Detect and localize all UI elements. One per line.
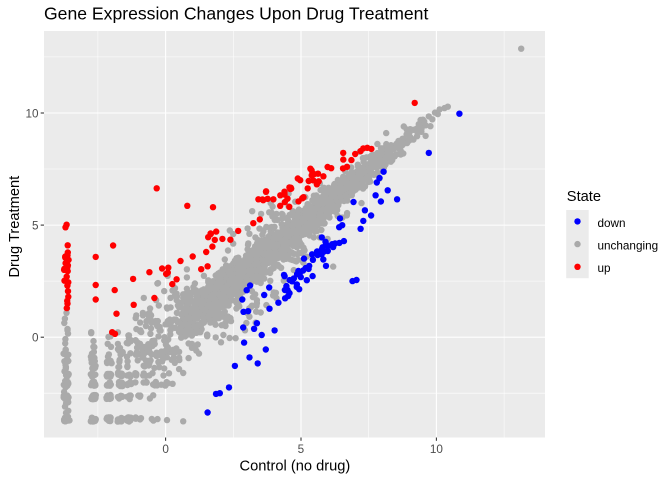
svg-text:State: State	[567, 189, 601, 205]
svg-text:5: 5	[32, 220, 39, 233]
svg-text:unchanging: unchanging	[598, 240, 659, 253]
svg-text:0: 0	[32, 332, 39, 345]
svg-text:0: 0	[162, 443, 169, 456]
svg-text:10: 10	[25, 108, 39, 121]
svg-text:Gene Expression Changes Upon D: Gene Expression Changes Upon Drug Treatm…	[44, 4, 428, 24]
svg-text:5: 5	[298, 443, 305, 456]
svg-text:down: down	[598, 217, 626, 230]
svg-text:Control (no drug): Control (no drug)	[240, 458, 351, 474]
svg-text:10: 10	[430, 443, 444, 456]
svg-text:Drug Treatment: Drug Treatment	[7, 176, 23, 278]
svg-text:up: up	[598, 262, 612, 275]
